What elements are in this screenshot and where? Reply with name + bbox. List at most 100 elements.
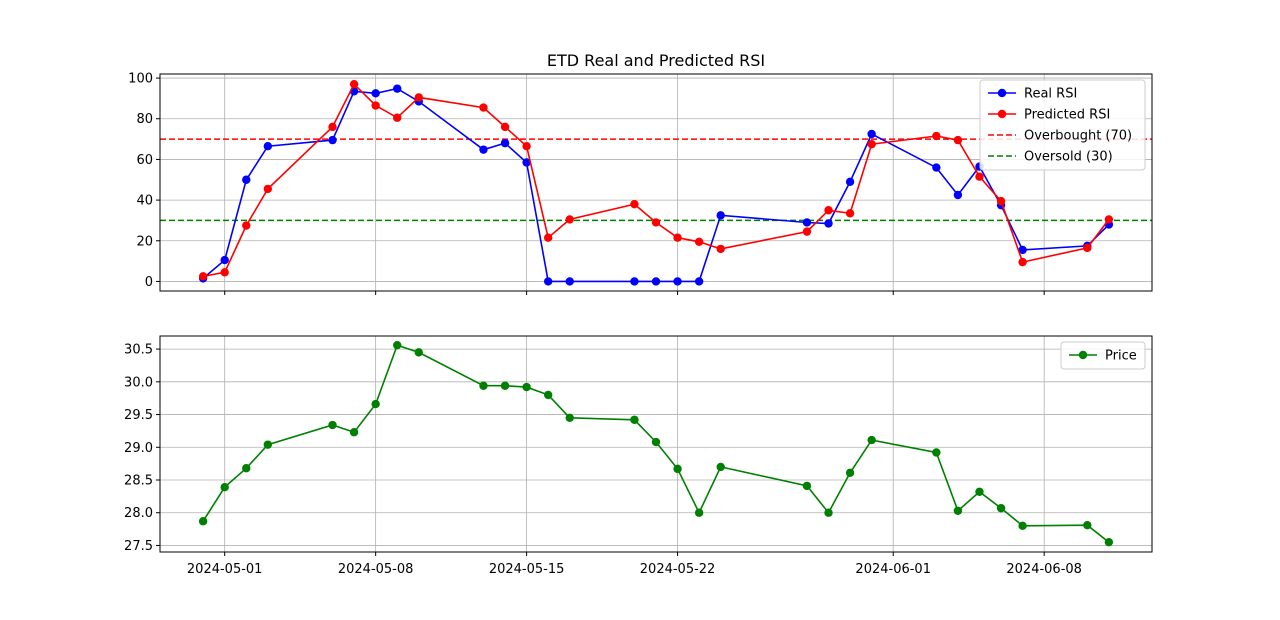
data-point <box>393 340 402 350</box>
data-point <box>500 122 510 132</box>
legend-swatch-marker <box>997 109 1007 119</box>
data-point <box>263 184 273 194</box>
data-point <box>953 135 963 145</box>
data-point <box>242 175 251 184</box>
data-point <box>630 415 639 424</box>
data-point <box>845 177 855 186</box>
data-point <box>630 199 639 209</box>
data-point <box>867 139 876 149</box>
data-point <box>824 219 833 228</box>
price-plot-frame <box>159 335 1153 553</box>
data-point <box>565 215 574 224</box>
legend-label: Overbought (70) <box>1024 129 1132 144</box>
data-point <box>198 272 208 281</box>
data-point <box>953 506 963 515</box>
data-point <box>824 508 833 517</box>
data-point <box>673 277 682 286</box>
data-point <box>522 382 531 392</box>
data-point <box>1083 520 1092 530</box>
data-point <box>242 221 251 230</box>
legend-swatch-marker <box>1078 350 1088 360</box>
data-point <box>932 131 941 141</box>
data-point <box>975 172 984 181</box>
data-point <box>479 103 488 112</box>
x-tick-label: 2024-06-08 <box>1006 562 1082 577</box>
rsi-x-ticks <box>224 291 1045 295</box>
rsi-series <box>198 79 1114 286</box>
data-point <box>371 89 380 98</box>
y-tick-label: 29.5 <box>124 408 153 423</box>
data-point <box>802 218 812 227</box>
data-point <box>867 129 876 139</box>
rsi-legend: Real RSI Predicted RSI Overbought (70) Over… <box>979 79 1146 171</box>
data-point <box>393 113 402 122</box>
data-point <box>716 244 725 254</box>
data-point <box>716 211 725 220</box>
x-tick-label: 2024-05-15 <box>489 562 565 577</box>
price-y-ticks: 27.5 28.0 28.5 29.0 29.5 30.0 30.5 <box>124 343 160 554</box>
legend-label: Predicted RSI <box>1024 108 1110 123</box>
data-point <box>242 464 251 473</box>
data-point <box>328 122 337 132</box>
data-point <box>1018 521 1027 531</box>
data-point <box>220 483 229 492</box>
data-point <box>371 399 380 409</box>
data-point <box>543 277 553 286</box>
data-point <box>349 79 359 89</box>
data-point <box>1104 537 1114 547</box>
data-point <box>565 413 574 423</box>
y-tick-label: 28.0 <box>124 506 153 521</box>
legend-swatch-marker <box>997 88 1007 98</box>
data-point <box>522 141 531 151</box>
x-tick-label: 2024-05-08 <box>338 562 414 577</box>
data-point <box>651 437 661 447</box>
y-tick-label: 60 <box>136 153 153 168</box>
legend-label: Price <box>1105 349 1137 364</box>
data-point <box>802 481 812 491</box>
data-point <box>414 348 423 357</box>
data-point <box>328 135 337 145</box>
data-point <box>673 233 682 242</box>
data-point <box>220 255 229 265</box>
data-point <box>1083 243 1092 253</box>
data-point <box>479 381 488 390</box>
data-point <box>522 158 531 167</box>
data-point <box>500 138 510 148</box>
data-point <box>716 462 725 472</box>
y-tick-label: 30.0 <box>124 375 153 390</box>
data-point <box>932 163 941 172</box>
y-tick-label: 27.5 <box>124 539 153 554</box>
data-point <box>694 508 704 517</box>
data-point <box>845 468 855 477</box>
data-point <box>651 218 661 227</box>
series-line <box>202 87 1110 283</box>
data-point <box>651 277 661 286</box>
series-line <box>202 82 1110 278</box>
data-point <box>349 428 359 437</box>
data-point <box>220 268 229 277</box>
data-point <box>953 190 963 200</box>
y-tick-label: 80 <box>136 112 153 127</box>
y-tick-label: 100 <box>128 72 153 87</box>
legend-box <box>1060 341 1146 370</box>
legend-box <box>979 79 1146 171</box>
data-point <box>996 503 1006 513</box>
data-point <box>263 141 273 151</box>
rsi-y-ticks: 0 20 40 60 80 100 <box>128 72 160 290</box>
price-panel: 27.528.028.529.029.530.030.5 2024-05-01 2… <box>124 335 1153 577</box>
data-point <box>328 420 337 430</box>
data-point <box>565 277 574 286</box>
data-point <box>694 237 704 246</box>
price-legend: Price <box>1060 341 1146 370</box>
price-x-ticks: 2024-05-01 2024-05-08 2024-05-15 2024-05-22… <box>187 552 1082 577</box>
data-point <box>479 145 488 154</box>
x-tick-label: 2024-05-22 <box>640 562 716 577</box>
data-point <box>1104 215 1114 224</box>
y-tick-label: 20 <box>136 234 153 249</box>
data-point <box>996 196 1006 206</box>
legend-label: Real RSI <box>1024 87 1077 102</box>
data-point <box>1018 257 1027 267</box>
data-point <box>414 93 423 102</box>
y-tick-label: 40 <box>136 194 153 209</box>
data-point <box>500 381 510 390</box>
